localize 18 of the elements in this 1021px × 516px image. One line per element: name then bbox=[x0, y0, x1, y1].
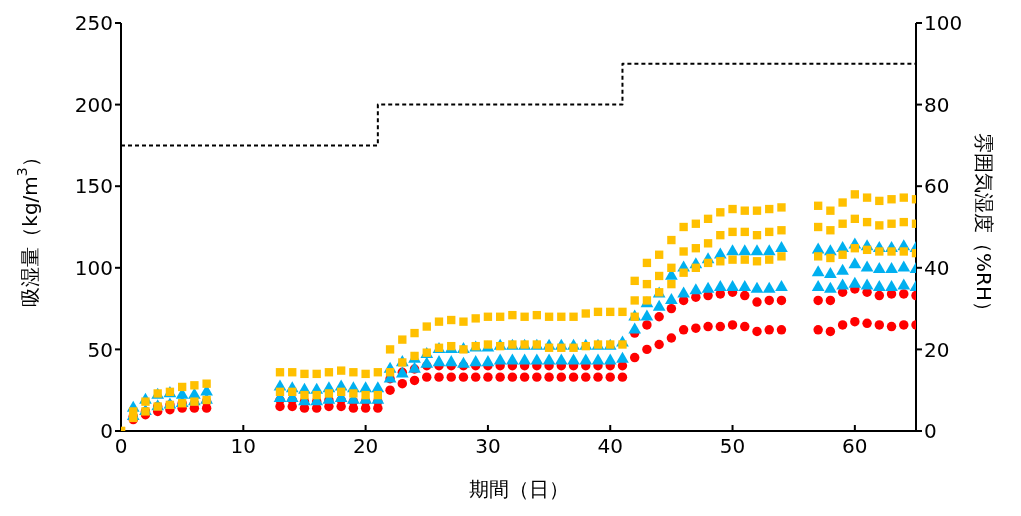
y2-tick-label: 80 bbox=[924, 92, 950, 117]
y-tick-label: 250 bbox=[74, 11, 113, 36]
y2-tick-label: 20 bbox=[924, 337, 950, 362]
x-tick-label: 50 bbox=[719, 434, 746, 459]
x-tick-label: 20 bbox=[352, 434, 379, 459]
y2-tick-label: 40 bbox=[924, 255, 950, 280]
y2-tick-label: 100 bbox=[924, 11, 963, 36]
x-tick-label: 30 bbox=[475, 434, 501, 459]
y2-axis-title: 雰囲気湿度（%RH） bbox=[972, 133, 997, 321]
y-tick-label: 100 bbox=[74, 255, 113, 280]
y-tick-label: 200 bbox=[74, 92, 113, 117]
x-tick-label: 60 bbox=[842, 434, 868, 459]
x-axis-title: 期間（日） bbox=[468, 477, 569, 501]
y-tick-label: 50 bbox=[87, 337, 113, 362]
x-tick-label: 40 bbox=[597, 434, 623, 459]
y-tick-label: 150 bbox=[74, 174, 113, 199]
x-tick-label: 10 bbox=[230, 434, 257, 459]
y2-tick-label: 60 bbox=[924, 174, 950, 199]
